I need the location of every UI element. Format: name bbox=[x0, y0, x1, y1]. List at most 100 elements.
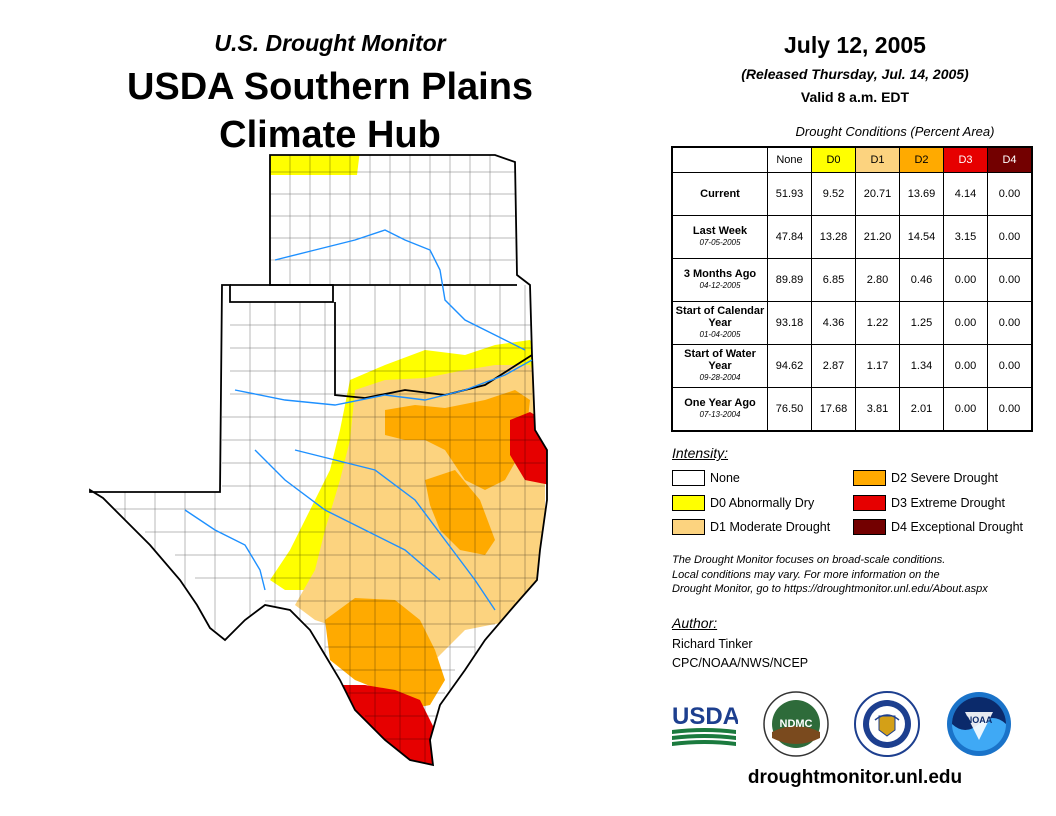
row-label-date: 04-12-2005 bbox=[699, 281, 741, 290]
ok-tx-border bbox=[334, 302, 533, 399]
table-cell: 0.00 bbox=[943, 344, 988, 388]
table-cell: 51.93 bbox=[767, 172, 812, 216]
table-cell: 0.00 bbox=[987, 387, 1033, 432]
legend-item-d4: D4 Exceptional Drought bbox=[853, 519, 1023, 535]
row-label-date: 09-28-2004 bbox=[699, 373, 741, 382]
table-cell: 1.34 bbox=[899, 344, 944, 388]
red-river bbox=[234, 359, 533, 406]
legend-label: D0 Abnormally Dry bbox=[710, 496, 815, 510]
legend-swatch bbox=[853, 470, 886, 486]
row-label-text: One Year Ago bbox=[684, 397, 756, 409]
arkansas-river bbox=[274, 229, 526, 351]
table-cell: 3.81 bbox=[855, 387, 900, 432]
table-row: Current 51.93 9.52 20.71 13.69 4.14 0.00 bbox=[671, 172, 1033, 216]
table-cell: 76.50 bbox=[767, 387, 812, 432]
colorado-river bbox=[254, 449, 441, 581]
d2-area-south bbox=[325, 598, 445, 710]
legend-item-d0: D0 Abnormally Dry bbox=[672, 495, 814, 511]
table-cell: 4.14 bbox=[943, 172, 988, 216]
table-cell: 6.85 bbox=[811, 258, 856, 302]
table-cell: 20.71 bbox=[855, 172, 900, 216]
header-d1: D1 bbox=[855, 146, 900, 173]
legend-swatch bbox=[853, 519, 886, 535]
header-d2: D2 bbox=[899, 146, 944, 173]
table-cell: 93.18 bbox=[767, 301, 812, 345]
valid-time: Valid 8 a.m. EDT bbox=[800, 89, 910, 105]
table-cell: 21.20 bbox=[855, 215, 900, 259]
table-cell: 0.00 bbox=[987, 258, 1033, 302]
stats-body: Current 51.93 9.52 20.71 13.69 4.14 0.00 Last W… bbox=[671, 172, 1033, 432]
table-cell: 1.25 bbox=[899, 301, 944, 345]
legend-swatch bbox=[853, 495, 886, 511]
row-label-text: Start of Calendar Year bbox=[675, 305, 765, 329]
table-cell: 0.00 bbox=[943, 301, 988, 345]
map-subtitle: U.S. Drought Monitor bbox=[214, 30, 446, 56]
header-none: None bbox=[767, 146, 812, 173]
legend-heading: Intensity: bbox=[672, 445, 729, 461]
header-blank bbox=[672, 147, 768, 173]
d0-area-kansas bbox=[270, 155, 360, 175]
commerce-seal bbox=[854, 691, 920, 757]
noaa-logo: NOAA bbox=[947, 692, 1011, 756]
table-cell: 0.46 bbox=[899, 258, 944, 302]
region-outline bbox=[89, 154, 548, 767]
table-cell: 0.00 bbox=[943, 387, 988, 432]
table-cell: 0.00 bbox=[987, 215, 1033, 259]
author-org: CPC/NOAA/NWS/NCEP bbox=[672, 656, 809, 670]
author-heading: Author: bbox=[672, 615, 718, 631]
legend-item-d1: D1 Moderate Drought bbox=[672, 519, 830, 535]
table-cell: 13.28 bbox=[811, 215, 856, 259]
row-label-date: 07-13-2004 bbox=[699, 410, 741, 419]
table-cell: 2.80 bbox=[855, 258, 900, 302]
legend-item-none: None bbox=[672, 470, 740, 486]
legend-label: D3 Extreme Drought bbox=[891, 496, 1005, 510]
row-label-text: 3 Months Ago bbox=[683, 268, 757, 280]
table-cell: 2.87 bbox=[811, 344, 856, 388]
table-cell: 2.01 bbox=[899, 387, 944, 432]
header-d3: D3 bbox=[943, 146, 988, 173]
table-cell: 94.62 bbox=[767, 344, 812, 388]
note-line: Drought Monitor, go to https://droughtmo… bbox=[672, 583, 988, 595]
table-row: Start of Calendar Year 01-04-2005 93.18 4.3… bbox=[671, 301, 1033, 345]
table-cell: 3.15 bbox=[943, 215, 988, 259]
table-row: Last Week 07-05-2005 47.84 13.28 21.20 14.54 3… bbox=[671, 215, 1033, 259]
row-label-text: Start of Water Year bbox=[684, 348, 756, 372]
table-cell: 9.52 bbox=[811, 172, 856, 216]
table-cell: 0.00 bbox=[987, 301, 1033, 345]
row-label-date: 01-04-2005 bbox=[699, 330, 741, 339]
monitor-note: The Drought Monitor focuses on broad-sca… bbox=[672, 553, 1042, 597]
table-cell: 89.89 bbox=[767, 258, 812, 302]
map-date: July 12, 2005 bbox=[784, 32, 926, 58]
legend-label: D4 Exceptional Drought bbox=[891, 520, 1024, 534]
d3-area-south bbox=[335, 685, 435, 765]
map-title-line2: Climate Hub bbox=[219, 114, 441, 156]
ndmc-logo-text: NDMC bbox=[780, 718, 813, 730]
usda-logo-text: USDA bbox=[672, 703, 738, 730]
legend-label: D1 Moderate Drought bbox=[710, 520, 831, 534]
row-label: Last Week 07-05-2005 bbox=[671, 215, 768, 259]
ndmc-logo: NDMC bbox=[763, 691, 829, 757]
table-cell: 13.69 bbox=[899, 172, 944, 216]
map-title-line1: USDA Southern Plains bbox=[126, 66, 534, 108]
table-cell: 0.00 bbox=[987, 172, 1033, 216]
row-label: One Year Ago 07-13-2004 bbox=[671, 387, 768, 432]
legend-swatch bbox=[672, 495, 705, 511]
table-cell: 14.54 bbox=[899, 215, 944, 259]
legend-swatch bbox=[672, 470, 705, 486]
table-cell: 0.00 bbox=[987, 344, 1033, 388]
table-row: Start of Water Year 09-28-2004 94.62 2.87 1.… bbox=[671, 344, 1033, 388]
legend-label: D2 Severe Drought bbox=[891, 471, 999, 485]
table-header-row: None D0 D1 D2 D3 D4 bbox=[672, 146, 1033, 173]
note-line: Local conditions may vary. For more info… bbox=[672, 568, 940, 581]
table-cell: 47.84 bbox=[767, 215, 812, 259]
row-label: Start of Calendar Year 01-04-2005 bbox=[671, 301, 768, 345]
noaa-logo-text: NOAA bbox=[966, 715, 993, 725]
legend-swatch bbox=[672, 519, 705, 535]
table-cell: 0.00 bbox=[943, 258, 988, 302]
note-line: The Drought Monitor focuses on broad-sca… bbox=[672, 554, 946, 566]
row-label: Start of Water Year 09-28-2004 bbox=[671, 344, 768, 388]
usda-logo: USDA bbox=[672, 703, 738, 746]
footer-url[interactable]: droughtmonitor.unl.edu bbox=[747, 767, 963, 788]
brazos-river bbox=[294, 449, 496, 611]
table-row: One Year Ago 07-13-2004 76.50 17.68 3.81 2.01… bbox=[671, 387, 1033, 432]
